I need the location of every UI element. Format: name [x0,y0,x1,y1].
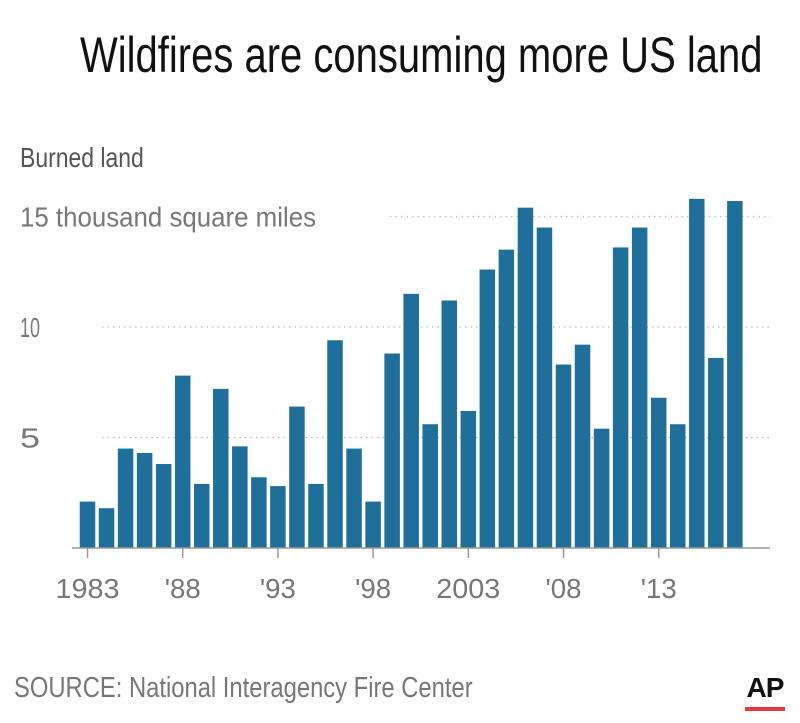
bar-2000 [403,293,419,548]
bar-2011 [612,247,629,548]
bar-1993 [270,486,286,548]
bar-2016 [708,357,724,548]
bar-1985 [117,448,134,548]
bar-1996 [327,340,343,548]
bar-2004 [479,269,496,548]
bar-1989 [193,483,210,548]
bar-2015 [689,198,705,548]
ap-logo-text: AP [746,672,785,703]
ap-logo: AP [741,672,789,712]
x-tick-label: 1983 [56,573,120,604]
x-tick-label: 2003 [436,573,500,604]
bar-1994 [289,406,305,548]
bar-2001 [422,424,438,548]
bar-2002 [441,300,458,548]
x-tick-label: '98 [355,573,391,604]
y-tick-label: 15 thousand square miles [20,202,316,233]
bar-1990 [213,388,229,548]
bar-2014 [669,424,686,548]
bar-2005 [498,249,515,548]
bar-1983 [79,501,96,548]
bar-2017 [727,201,743,548]
bar-1984 [98,508,115,548]
bar-2006 [517,207,534,548]
bar-1986 [136,452,153,548]
bar-1995 [308,483,324,548]
y-tick-labels: 5 10 15 thousand square miles [20,202,316,454]
chart-title: Wildfires are consuming more US land [80,27,763,83]
y-axis-label: Burned land [20,142,144,173]
bar-1988 [174,375,191,548]
bar-1998 [365,501,381,548]
bar-1999 [384,353,400,548]
bar-1997 [346,448,362,548]
bar-1991 [232,446,248,548]
x-tick-label: '93 [260,573,296,604]
x-tick-label: '08 [546,573,582,604]
y-tick-label: 10 [20,312,40,343]
x-tick-label: '88 [165,573,201,604]
y-tick-label: 5 [20,423,40,454]
bar-2007 [536,227,553,549]
bar-2012 [631,227,648,549]
bar-1987 [155,464,172,548]
source-note: SOURCE: National Interagency Fire Center [14,672,473,704]
bar-1992 [251,477,267,548]
bar-2009 [574,344,591,548]
ap-logo-underline [745,707,785,711]
bars [79,198,743,549]
bar-2008 [555,364,572,548]
bar-2013 [650,397,667,548]
gridlines [102,215,770,439]
x-ticks: 1983 '88 '93 '98 2003 '08 '13 [56,548,677,604]
bar-2003 [460,410,477,548]
x-tick-label: '13 [641,573,677,604]
bar-2010 [593,428,610,548]
